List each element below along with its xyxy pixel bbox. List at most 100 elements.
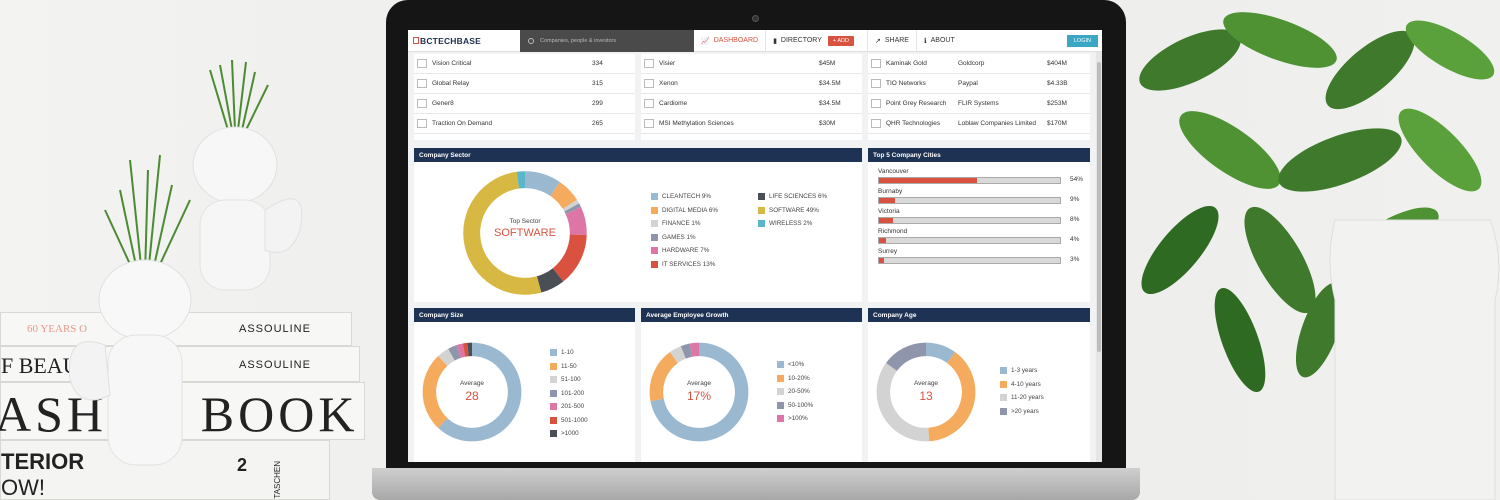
logo[interactable]: BCTECHBASE (408, 36, 520, 46)
funding-amount: $34.5M (819, 80, 841, 87)
scrollbar-thumb[interactable] (1097, 62, 1101, 352)
list-row[interactable]: Vision Critical 334 (414, 54, 635, 74)
company-name: Gener8 (432, 100, 454, 107)
legend-item[interactable]: 51-100 (550, 373, 588, 387)
nav-share[interactable]: ↗ SHARE (868, 30, 917, 52)
legend-item[interactable]: 501-1000 (550, 414, 588, 428)
sector-center-caption: Top Sector (509, 218, 541, 225)
legend-item[interactable]: 50-100% (777, 399, 813, 413)
donut-slice[interactable] (456, 343, 466, 358)
chart-icon: 📈 (701, 37, 710, 45)
donut-slice[interactable] (650, 342, 749, 442)
add-button[interactable]: + ADD (827, 35, 854, 46)
legend-item[interactable]: 101-200 (550, 387, 588, 401)
donut-slice[interactable] (524, 171, 560, 197)
legend-item[interactable]: >1000 (550, 427, 588, 441)
plant-right (1139, 12, 1500, 500)
donut-slice[interactable] (462, 342, 469, 357)
donut-slice[interactable] (550, 182, 578, 210)
donut-slice[interactable] (927, 352, 976, 442)
sector-legend-left: CLEANTECH 9% DIGITAL MEDIA 6% FINANCE 1% GA… (651, 190, 718, 271)
list-row[interactable]: Traction On Demand 265 (414, 114, 635, 134)
donut-slice[interactable] (886, 342, 927, 372)
book-bottom-subtitle: OW! (1, 475, 45, 500)
legend-label: LIFE SCIENCES 6% (769, 193, 828, 201)
nav-about[interactable]: ℹ ABOUT (917, 30, 962, 52)
legend-item[interactable]: WIRELESS 2% (758, 217, 827, 231)
list-row[interactable]: MSI Methylation Sciences $30M (641, 114, 862, 134)
legend-item[interactable]: CLEANTECH 9% (651, 190, 718, 204)
city-row[interactable]: Vancouver 54% (878, 168, 1093, 186)
list-row[interactable]: QHR Technologies Loblaw Companies Limited… (868, 114, 1090, 134)
list-row[interactable]: Point Grey Research FLIR Systems $253M (868, 94, 1090, 114)
list-row[interactable]: Gener8 299 (414, 94, 635, 114)
nav-dashboard[interactable]: 📈 DASHBOARD (694, 30, 767, 52)
legend-item[interactable]: GAMES 1% (651, 231, 718, 245)
list-row[interactable]: TIO Networks Paypal $4.33B (868, 74, 1090, 94)
city-bar-fill (879, 178, 977, 183)
donut-slice[interactable] (562, 199, 580, 212)
donut-slice[interactable] (680, 343, 693, 359)
donut-slice[interactable] (564, 203, 582, 215)
city-row[interactable]: Surrey 3% (878, 248, 1093, 266)
list-row[interactable]: Global Relay 315 (414, 74, 635, 94)
donut-slice[interactable] (649, 352, 679, 402)
donut-slice[interactable] (876, 362, 930, 442)
employee-count: 265 (592, 120, 603, 127)
donut-slice[interactable] (925, 342, 956, 364)
company-name: Vision Critical (432, 60, 472, 67)
legend-label: HARDWARE 7% (662, 247, 710, 255)
legend-label: >100% (788, 415, 808, 423)
company-name: Global Relay (432, 80, 470, 87)
list-row[interactable]: Cardiome $34.5M (641, 94, 862, 114)
search-input[interactable]: Companies, people & investors (520, 30, 694, 52)
legend-item[interactable]: HARDWARE 7% (651, 244, 718, 258)
legend-item[interactable]: >100% (777, 412, 813, 426)
legend-item[interactable]: <10% (777, 358, 813, 372)
donut-slice[interactable] (438, 342, 522, 442)
legend-item[interactable]: 4-10 years (1000, 378, 1044, 392)
list-row[interactable]: Xenon $34.5M (641, 74, 862, 94)
employee-count: 334 (592, 60, 603, 67)
legend-item[interactable]: 1-3 years (1000, 364, 1044, 378)
legend-item[interactable]: LIFE SCIENCES 6% (758, 190, 827, 204)
logo-mark (413, 37, 419, 44)
donut-slice[interactable] (552, 234, 587, 282)
city-bar-fill (879, 238, 887, 243)
legend-item[interactable]: FINANCE 1% (651, 217, 718, 231)
city-row[interactable]: Victoria 8% (878, 208, 1093, 226)
legend-item[interactable]: 201-500 (550, 400, 588, 414)
city-row[interactable]: Burnaby 9% (878, 188, 1093, 206)
legend-item[interactable]: 1-10 (550, 346, 588, 360)
legend-label: >1000 (561, 430, 579, 438)
donut-slice[interactable] (565, 207, 587, 236)
planter-body-left (107, 334, 183, 466)
donut-slice[interactable] (536, 267, 564, 293)
city-percent: 3% (1070, 256, 1080, 263)
legend-item[interactable]: >20 years (1000, 405, 1044, 419)
legend-item[interactable]: 11-50 (550, 360, 588, 374)
donut-slice[interactable] (422, 355, 448, 429)
list-row[interactable]: Kaminak Gold Goldcorp $404M (868, 54, 1090, 74)
nav-directory[interactable]: ▮ DIRECTORY + ADD (766, 30, 868, 52)
legend-swatch (550, 416, 557, 424)
legend-label: IT SERVICES 13% (662, 260, 716, 268)
legend-item[interactable]: 11-20 years (1000, 391, 1044, 405)
legend-item[interactable]: DIGITAL MEDIA 6% (651, 204, 718, 218)
list-row[interactable]: Visier $45M (641, 54, 862, 74)
legend-item[interactable]: IT SERVICES 13% (651, 258, 718, 272)
legend-label: 11-20 years (1011, 394, 1044, 402)
legend-item[interactable]: 10-20% (777, 372, 813, 386)
growth-donut-chart (649, 342, 749, 442)
legend-swatch (550, 349, 557, 357)
donut-slice[interactable] (438, 348, 455, 366)
legend-item[interactable]: 20-50% (777, 385, 813, 399)
legend-item[interactable]: SOFTWARE 49% (758, 204, 827, 218)
donut-slice[interactable] (669, 346, 686, 364)
donut-slice[interactable] (463, 171, 542, 295)
city-row[interactable]: Richmond 4% (878, 228, 1093, 246)
login-button[interactable]: LOGIN (1066, 35, 1098, 47)
donut-slice[interactable] (448, 345, 462, 361)
donut-slice[interactable] (689, 342, 700, 357)
cities-title: Top 5 Company Cities (868, 148, 1090, 162)
